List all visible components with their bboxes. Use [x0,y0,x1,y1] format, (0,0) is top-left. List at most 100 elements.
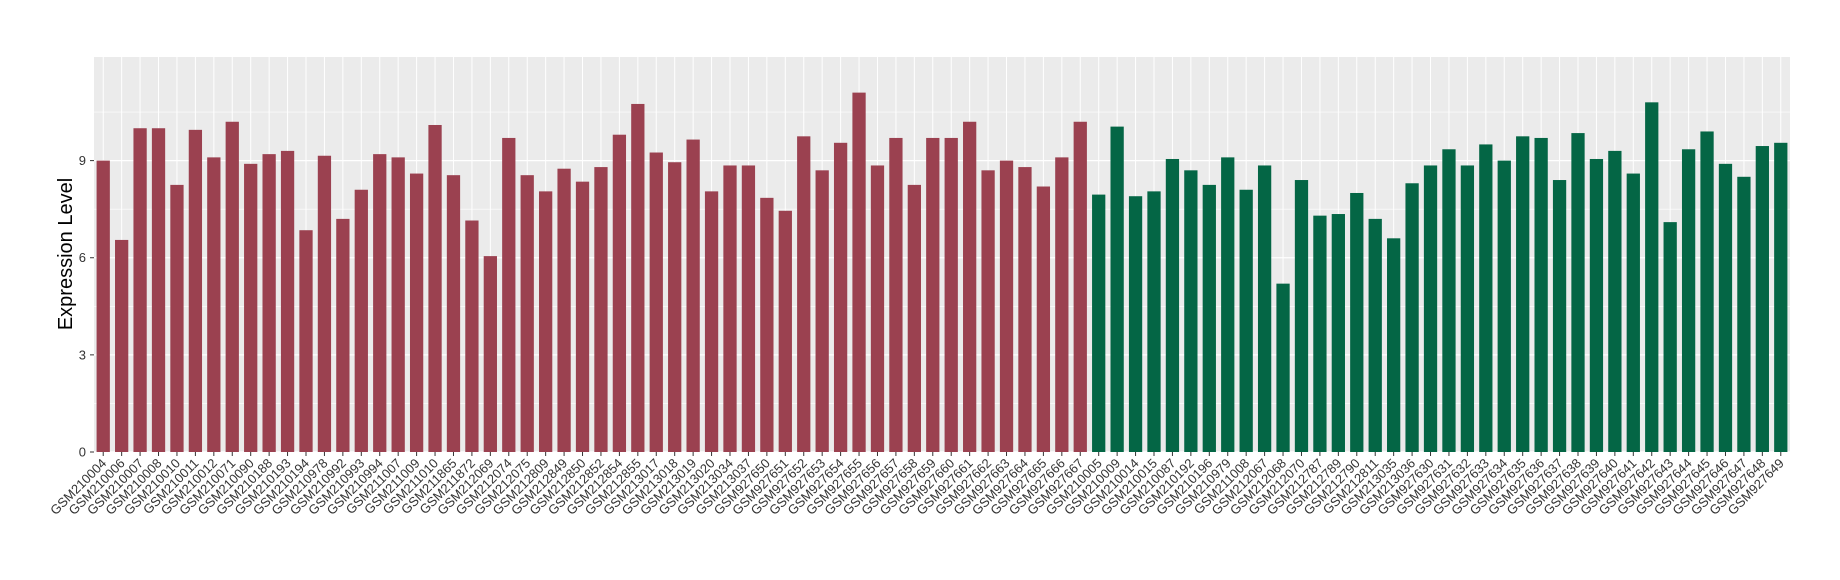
bar-GSM213036 [1405,183,1419,452]
bar-GSM927661 [963,121,977,453]
bar-GSM927646 [1718,163,1733,452]
bar-GSM927642 [1645,102,1659,452]
y-tick-label: 3 [79,347,86,362]
bar-GSM213017 [649,152,663,452]
bar-GSM212070 [1294,180,1309,453]
bar-GSM210015 [1147,191,1161,453]
bar-GSM927633 [1479,144,1493,452]
bar-GSM210994 [373,154,387,452]
bar-GSM210978 [317,155,332,452]
bar-GSM927643 [1663,222,1677,452]
bar-GSM927645 [1700,131,1714,452]
y-axis-ticks: 0 3 6 9 [79,153,94,460]
bar-GSM927634 [1497,160,1511,452]
bar-GSM927663 [999,160,1014,452]
bar-GSM210192 [1184,170,1198,452]
bar-GSM927630 [1423,165,1438,452]
bar-GSM210010 [170,184,184,452]
bar-GSM210992 [336,218,350,452]
bar-GSM927650 [760,197,774,452]
bar-GSM212852 [594,167,608,452]
bar-GSM210979 [1221,157,1235,453]
bar-GSM210011 [188,129,203,452]
bar-GSM210012 [207,157,221,453]
bar-GSM212849 [557,168,571,453]
bar-GSM927637 [1552,180,1567,453]
bar-GSM212855 [631,103,645,453]
bar-GSM927662 [981,170,995,452]
bar-GSM210008 [151,128,166,453]
bar-GSM211865 [446,175,461,453]
bar-GSM927652 [797,136,811,452]
bar-GSM213035 [1387,238,1401,452]
y-tick-label: 0 [79,445,86,460]
bar-GSM927647 [1737,176,1751,452]
bar-GSM927653 [815,170,829,452]
bar-GSM210993 [354,189,368,452]
bar-GSM210004 [96,160,110,452]
bar-GSM212074 [502,137,516,452]
bar-GSM210090 [244,163,258,452]
bar-GSM927651 [778,210,792,452]
bar-GSM213018 [668,162,682,452]
y-tick-label: 6 [79,250,86,265]
bar-GSM927665 [1036,186,1051,453]
y-tick-label: 9 [79,153,86,168]
bar-GSM927640 [1608,150,1622,453]
bar-GSM211872 [465,220,479,452]
bar-GSM927648 [1755,146,1769,453]
bar-GSM927644 [1681,149,1696,452]
bar-GSM212787 [1313,215,1327,452]
bar-GSM213020 [704,191,719,453]
bar-GSM210007 [133,128,147,453]
bar-GSM927641 [1626,173,1640,452]
bar-GSM211010 [428,124,442,452]
bar-GSM927657 [889,137,903,452]
bar-GSM212790 [1350,192,1364,452]
bar-GSM210188 [262,154,276,452]
bar-GSM212069 [483,256,497,452]
bar-GSM210009 [1110,126,1124,452]
bar-GSM927639 [1589,158,1604,452]
bar-GSM927636 [1534,137,1548,452]
bar-GSM212811 [1368,218,1382,452]
bar-GSM212075 [520,175,534,453]
bar-GSM927649 [1774,142,1788,452]
bar-GSM212068 [1276,283,1290,452]
bar-GSM927656 [870,165,885,452]
bar-GSM210087 [1165,158,1180,452]
bar-GSM212809 [539,191,553,453]
bar-GSM212850 [575,181,590,452]
bar-GSM213037 [741,165,756,452]
bar-GSM927659 [926,137,940,452]
bar-GSM927654 [833,142,848,452]
bar-GSM210014 [1128,196,1143,452]
bar-GSM927664 [1018,167,1032,452]
bar-GSM927632 [1460,165,1475,452]
bar-GSM213019 [686,139,700,453]
bar-GSM210196 [1202,184,1216,452]
bar-GSM210071 [225,121,239,453]
bar-GSM927667 [1073,121,1087,453]
bar-GSM211008 [1239,189,1253,452]
bar-GSM210006 [115,239,129,452]
bar-GSM927631 [1442,149,1456,452]
bar-GSM927635 [1516,136,1530,452]
bars [96,92,1788,453]
y-axis-title: Expression Level [55,178,77,330]
bar-GSM212854 [612,134,627,452]
bar-GSM927660 [944,137,958,452]
bar-GSM212067 [1257,165,1272,452]
bar-GSM211007 [391,157,405,453]
bar-GSM927658 [907,184,921,452]
bar-GSM212789 [1331,214,1345,452]
bar-GSM927655 [852,92,866,453]
bar-GSM927638 [1571,133,1585,452]
x-axis-ticks: GSM210004GSM210006GSM210007GSM210008GSM2… [47,452,1787,518]
bar-GSM213034 [723,165,737,452]
bar-GSM210194 [299,230,313,452]
bar-GSM211009 [409,173,424,452]
bar-GSM927666 [1055,157,1069,453]
bar-GSM210005 [1092,194,1106,452]
